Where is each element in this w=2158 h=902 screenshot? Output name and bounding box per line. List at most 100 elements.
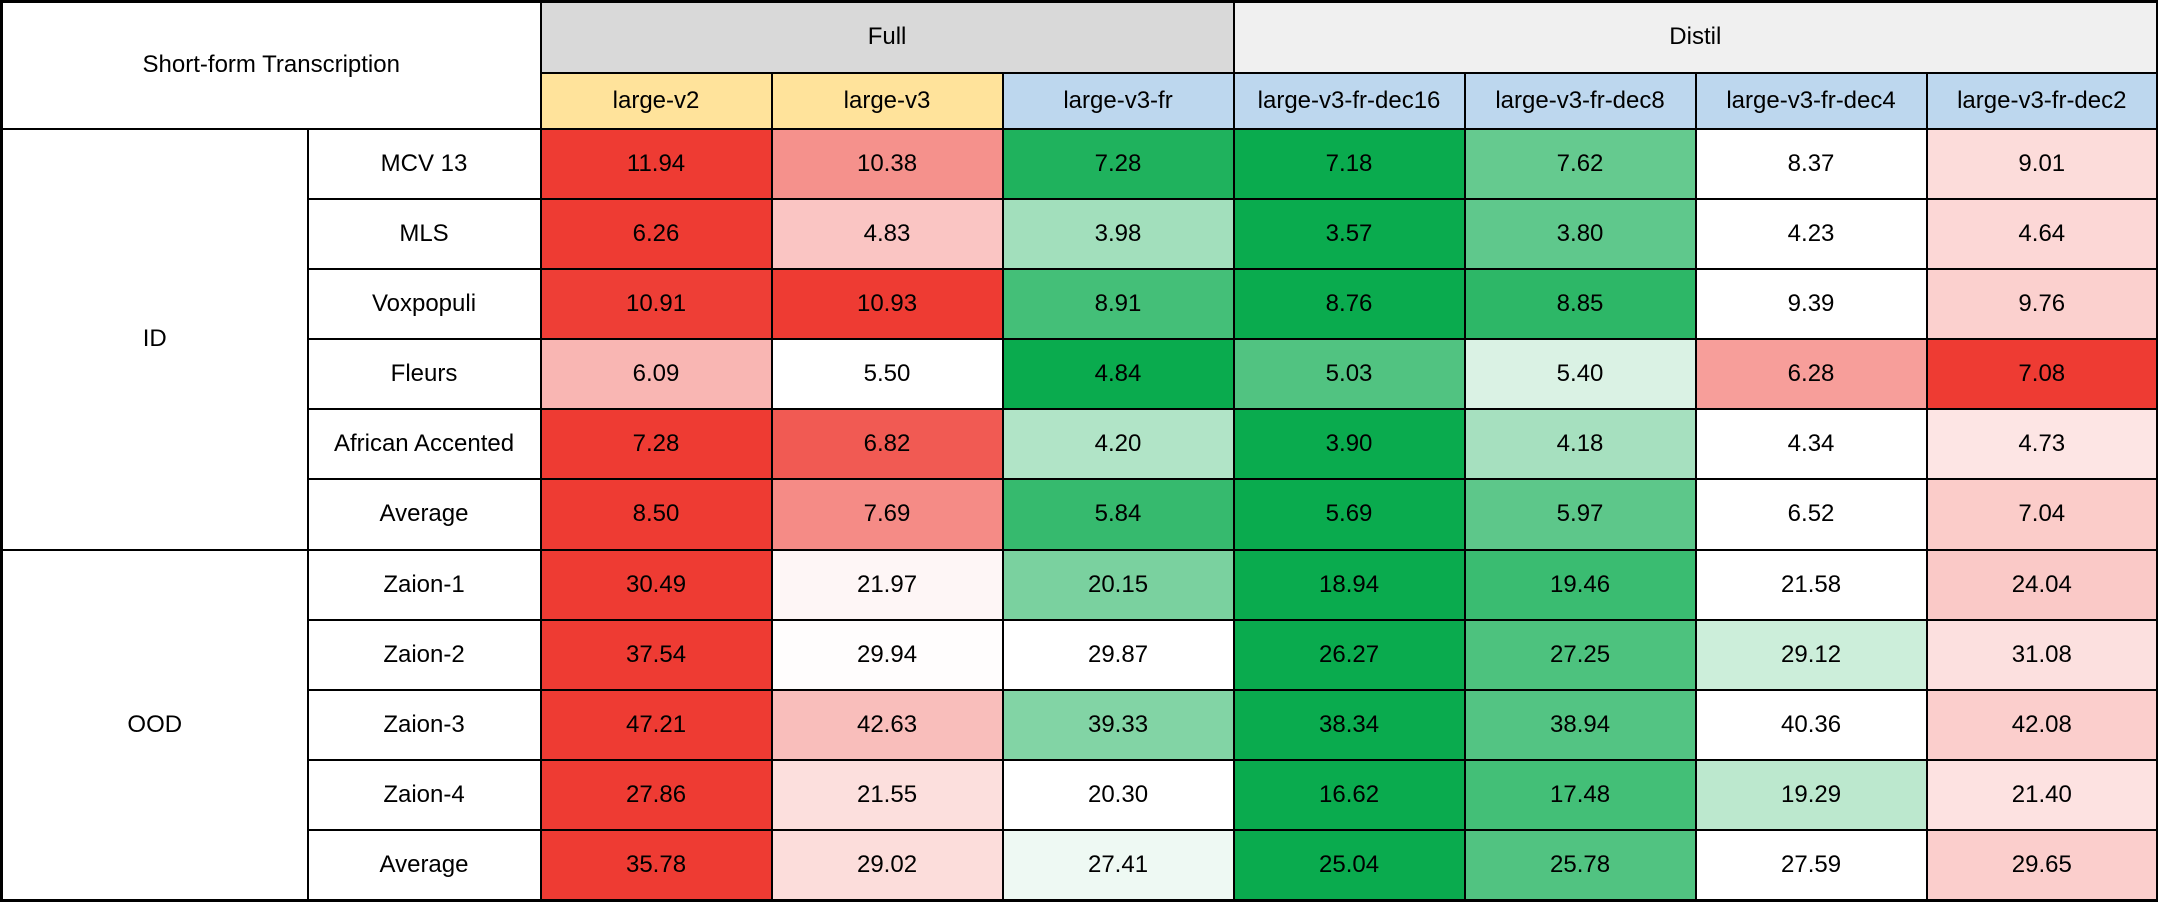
wer-value-cell: 39.33 [1001, 688, 1235, 762]
wer-value-cell: 29.65 [1925, 829, 2158, 902]
wer-value-cell: 47.21 [539, 688, 773, 762]
table-row-average: Average 8.50 7.69 5.84 5.69 5.97 6.52 7.04 [2, 478, 2158, 551]
wer-value-cell: 20.15 [1001, 548, 1235, 621]
table-row-zaion-2: Zaion-2 37.54 29.94 29.87 26.27 27.25 29.12 31.… [2, 618, 2158, 691]
dataset-label: Average [306, 829, 542, 902]
column-header-large-v3-fr-dec8: large-v3-fr-dec8 [1463, 71, 1697, 130]
wer-value-cell: 42.63 [770, 688, 1004, 762]
wer-value-cell: 26.27 [1232, 618, 1466, 691]
column-header-large-v3-fr: large-v3-fr [1001, 71, 1235, 130]
wer-value-cell: 40.36 [1694, 688, 1928, 762]
table-row-mcv-13: ID MCV 13 11.94 10.38 7.28 7.18 7.62 8.37 9.01 [0, 127, 2158, 551]
wer-value-cell: 4.20 [1001, 408, 1235, 481]
wer-value-cell: 8.91 [1001, 267, 1235, 341]
dataset-label: Zaion-1 [306, 548, 542, 621]
wer-value-cell: 7.62 [1463, 127, 1697, 200]
section-label-ood: OOD [0, 548, 309, 902]
wer-value-cell: 4.23 [1694, 197, 1928, 270]
wer-value-cell: 31.08 [1925, 618, 2158, 691]
table-row-african-accented: African Accented 7.28 6.82 4.20 3.90 4.18 4.34… [2, 408, 2158, 481]
wer-value-cell: 27.86 [539, 759, 773, 832]
table-row-fleurs: Fleurs 6.09 5.50 4.84 5.03 5.40 6.28 7.08 [2, 338, 2158, 411]
column-header-large-v3-fr-dec16: large-v3-fr-dec16 [1232, 71, 1466, 130]
wer-value-cell: 4.84 [1001, 338, 1235, 411]
column-header-large-v2: large-v2 [539, 71, 773, 130]
section-label-id: ID [0, 127, 309, 551]
wer-value-cell: 29.87 [1001, 618, 1235, 691]
table-row-zaion-1: OOD Zaion-1 30.49 21.97 20.15 18.94 19.46 21.58… [0, 548, 2158, 902]
wer-value-cell: 4.83 [770, 197, 1004, 270]
wer-value-cell: 9.39 [1694, 267, 1928, 341]
wer-value-cell: 5.50 [770, 338, 1004, 411]
wer-value-cell: 8.37 [1694, 127, 1928, 200]
wer-value-cell: 8.76 [1232, 267, 1466, 341]
wer-value-cell: 24.04 [1925, 548, 2158, 621]
wer-value-cell: 5.03 [1232, 338, 1466, 411]
wer-value-cell: 4.18 [1463, 408, 1697, 481]
wer-value-cell: 4.34 [1694, 408, 1928, 481]
table-row-voxpopuli: Voxpopuli 10.91 10.93 8.91 8.76 8.85 9.39 9.76 [2, 267, 2158, 341]
wer-value-cell: 18.94 [1232, 548, 1466, 621]
wer-value-cell: 16.62 [1232, 759, 1466, 832]
wer-value-cell: 17.48 [1463, 759, 1697, 832]
wer-value-cell: 7.08 [1925, 338, 2158, 411]
wer-value-cell: 3.98 [1001, 197, 1235, 270]
wer-value-cell: 19.29 [1694, 759, 1928, 832]
wer-value-cell: 5.97 [1463, 478, 1697, 551]
wer-value-cell: 4.73 [1925, 408, 2158, 481]
wer-value-cell: 29.02 [770, 829, 1004, 902]
wer-value-cell: 7.18 [1232, 127, 1466, 200]
dataset-label: MCV 13 [306, 127, 542, 200]
dataset-label: Fleurs [306, 338, 542, 411]
wer-value-cell: 4.64 [1925, 197, 2158, 270]
wer-value-cell: 5.84 [1001, 478, 1235, 551]
wer-value-cell: 29.94 [770, 618, 1004, 691]
wer-value-cell: 9.76 [1925, 267, 2158, 341]
table-row-average: Average 35.78 29.02 27.41 25.04 25.78 27.59 29.… [2, 829, 2158, 902]
wer-value-cell: 6.52 [1694, 478, 1928, 551]
dataset-label: Zaion-3 [306, 688, 542, 762]
wer-value-cell: 25.78 [1463, 829, 1697, 902]
wer-value-cell: 21.97 [770, 548, 1004, 621]
wer-value-cell: 7.69 [770, 478, 1004, 551]
wer-value-cell: 35.78 [539, 829, 773, 902]
wer-value-cell: 42.08 [1925, 688, 2158, 762]
wer-value-cell: 37.54 [539, 618, 773, 691]
dataset-label: Voxpopuli [306, 267, 542, 341]
wer-value-cell: 9.01 [1925, 127, 2158, 200]
wer-value-cell: 3.57 [1232, 197, 1466, 270]
wer-value-cell: 10.93 [770, 267, 1004, 341]
table-header: Short-form Transcription Full Distil larg… [0, 0, 2158, 130]
table-title-cell: Short-form Transcription [0, 0, 542, 130]
dataset-label: African Accented [306, 408, 542, 481]
column-header-large-v3-fr-dec4: large-v3-fr-dec4 [1694, 71, 1928, 130]
column-group-full: Full [539, 0, 1235, 74]
wer-value-cell: 38.34 [1232, 688, 1466, 762]
wer-value-cell: 7.04 [1925, 478, 2158, 551]
wer-value-cell: 11.94 [539, 127, 773, 200]
wer-value-cell: 3.90 [1232, 408, 1466, 481]
table-row-mls: MLS 6.26 4.83 3.98 3.57 3.80 4.23 4.64 [2, 197, 2158, 270]
wer-value-cell: 30.49 [539, 548, 773, 621]
wer-value-cell: 38.94 [1463, 688, 1697, 762]
wer-value-cell: 10.38 [770, 127, 1004, 200]
wer-value-cell: 21.40 [1925, 759, 2158, 832]
column-header-large-v3: large-v3 [770, 71, 1004, 130]
wer-value-cell: 7.28 [1001, 127, 1235, 200]
wer-value-cell: 25.04 [1232, 829, 1466, 902]
wer-value-cell: 27.59 [1694, 829, 1928, 902]
column-header-large-v3-fr-dec2: large-v3-fr-dec2 [1925, 71, 2158, 130]
wer-value-cell: 3.80 [1463, 197, 1697, 270]
wer-value-cell: 8.50 [539, 478, 773, 551]
wer-value-cell: 21.58 [1694, 548, 1928, 621]
wer-value-cell: 6.82 [770, 408, 1004, 481]
wer-value-cell: 10.91 [539, 267, 773, 341]
dataset-label: Average [306, 478, 542, 551]
dataset-label: MLS [306, 197, 542, 270]
table-row-zaion-3: Zaion-3 47.21 42.63 39.33 38.34 38.94 40.36 42.… [2, 688, 2158, 762]
wer-value-cell: 5.40 [1463, 338, 1697, 411]
wer-value-cell: 5.69 [1232, 478, 1466, 551]
wer-value-cell: 6.28 [1694, 338, 1928, 411]
